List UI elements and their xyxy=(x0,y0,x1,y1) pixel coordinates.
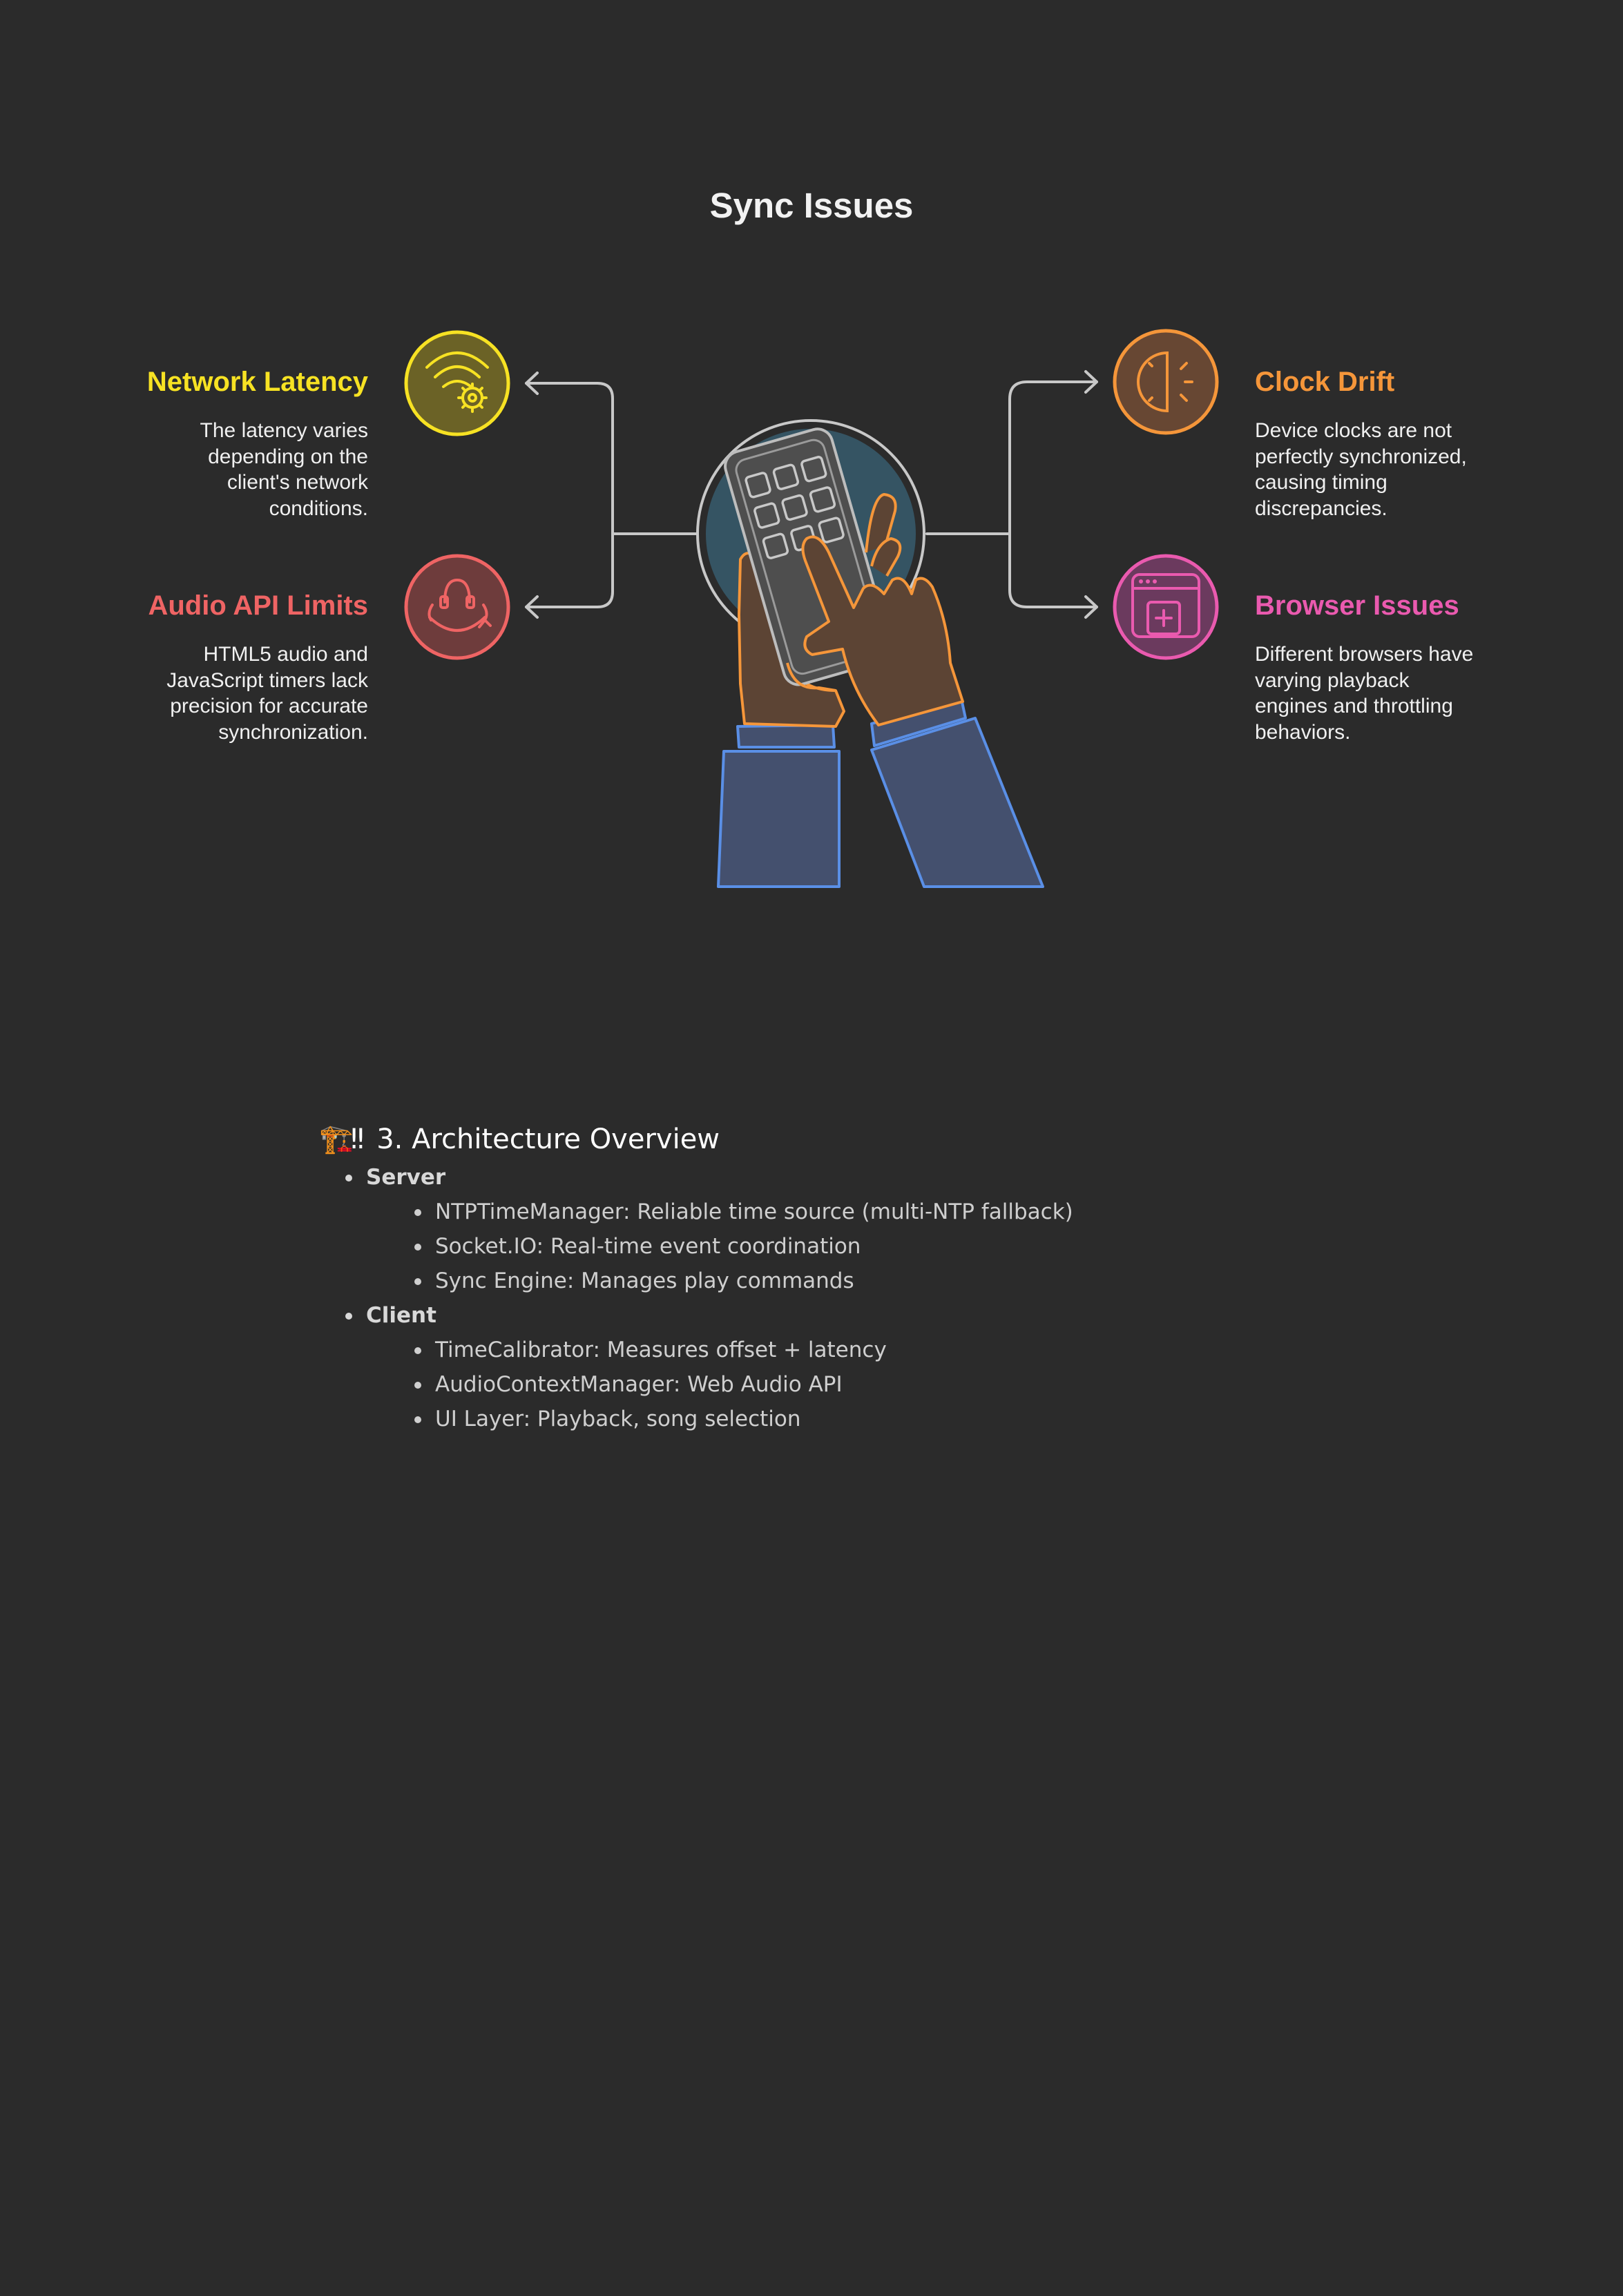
clock-drift-desc-line: perfectly synchronized, xyxy=(1255,445,1467,468)
list-item: TimeCalibrator: Measures offset + latenc… xyxy=(414,1333,1073,1367)
clock-drift-desc: Device clocks are not perfectly synchron… xyxy=(1255,418,1490,521)
left-sleeve xyxy=(736,724,836,749)
right-sleeve-lower xyxy=(870,717,1044,888)
section-heading: 🏗️‼ 3. Architecture Overview xyxy=(319,1119,1073,1160)
right-fingertip xyxy=(870,537,902,577)
client-items: TimeCalibrator: Measures offset + latenc… xyxy=(366,1333,1073,1436)
arrowhead-audio xyxy=(525,595,539,619)
network-latency-desc-line: depending on the xyxy=(208,445,368,468)
clock-drift-title: Clock Drift xyxy=(1255,367,1395,397)
network-latency-title: Network Latency xyxy=(146,367,368,397)
network-latency-desc-line: client's network xyxy=(227,471,368,494)
clock-half-icon xyxy=(1113,329,1219,435)
arrowhead-network xyxy=(525,372,539,395)
audio-api-limits-title: Audio API Limits xyxy=(148,590,368,621)
wifi-gear-icon xyxy=(404,330,510,436)
list-item-client: Client TimeCalibrator: Measures offset +… xyxy=(345,1298,1073,1436)
connector-lines xyxy=(525,370,1098,619)
group-label-server: Server xyxy=(366,1165,446,1190)
audio-api-limits-desc-line: HTML5 audio and xyxy=(203,643,368,666)
browser-window-icon xyxy=(1113,554,1219,660)
diagram-title: Sync Issues xyxy=(709,186,914,225)
section-heading-text: 3. Architecture Overview xyxy=(376,1123,720,1155)
group-label-client: Client xyxy=(366,1303,436,1328)
browser-issues-desc-line: varying playback xyxy=(1255,668,1410,692)
audio-api-limits-desc-line: synchronization. xyxy=(218,720,368,744)
hands-calculator-icon xyxy=(696,419,1044,888)
arrowhead-browser xyxy=(1084,595,1098,619)
browser-issues-title: Browser Issues xyxy=(1255,590,1459,621)
right-finger-top xyxy=(865,493,897,553)
list-item: UI Layer: Playback, song selection xyxy=(414,1402,1073,1436)
clock-drift-desc-line: Device clocks are not xyxy=(1255,419,1452,442)
network-latency-desc-line: The latency varies xyxy=(200,419,368,442)
browser-issues-desc-line: engines and throttling xyxy=(1255,695,1453,717)
network-latency-desc-line: conditions. xyxy=(269,496,368,520)
audio-api-limits-desc-line: JavaScript timers lack xyxy=(166,668,368,692)
right-hand xyxy=(801,535,964,726)
construction-emoji-icon: 🏗️‼ xyxy=(319,1123,364,1155)
arrowhead-clock xyxy=(1084,370,1098,394)
list-item-server: Server NTPTimeManager: Reliable time sou… xyxy=(345,1160,1073,1298)
browser-issues-desc-line: Different browsers have xyxy=(1255,643,1474,666)
audio-api-limits-desc-line: precision for accurate xyxy=(170,695,368,717)
network-latency-desc: The latency varies depending on the clie… xyxy=(133,418,368,521)
clock-drift-desc-line: discrepancies. xyxy=(1255,496,1387,520)
connector-left xyxy=(525,382,698,608)
left-sleeve-lower xyxy=(717,750,841,888)
list-item: Socket.IO: Real-time event coordination xyxy=(414,1229,1073,1264)
left-thumb xyxy=(786,662,836,692)
server-items: NTPTimeManager: Reliable time source (mu… xyxy=(366,1195,1073,1298)
list-item: AudioContextManager: Web Audio API xyxy=(414,1367,1073,1402)
browser-issues-desc: Different browsers have varying playback… xyxy=(1255,641,1490,745)
architecture-section: 🏗️‼ 3. Architecture Overview Server NTPT… xyxy=(319,1119,1073,1436)
connector-right xyxy=(925,380,1098,608)
list-item: NTPTimeManager: Reliable time source (mu… xyxy=(414,1195,1073,1229)
audio-api-limits-desc: HTML5 audio and JavaScript timers lack p… xyxy=(133,641,368,745)
headset-cycle-icon xyxy=(404,554,510,660)
browser-issues-desc-line: behaviors. xyxy=(1255,720,1351,744)
list-item: Sync Engine: Manages play commands xyxy=(414,1264,1073,1298)
clock-drift-desc-line: causing timing xyxy=(1255,471,1387,494)
sync-issues-diagram xyxy=(404,329,1219,888)
architecture-list: Server NTPTimeManager: Reliable time sou… xyxy=(319,1160,1073,1436)
